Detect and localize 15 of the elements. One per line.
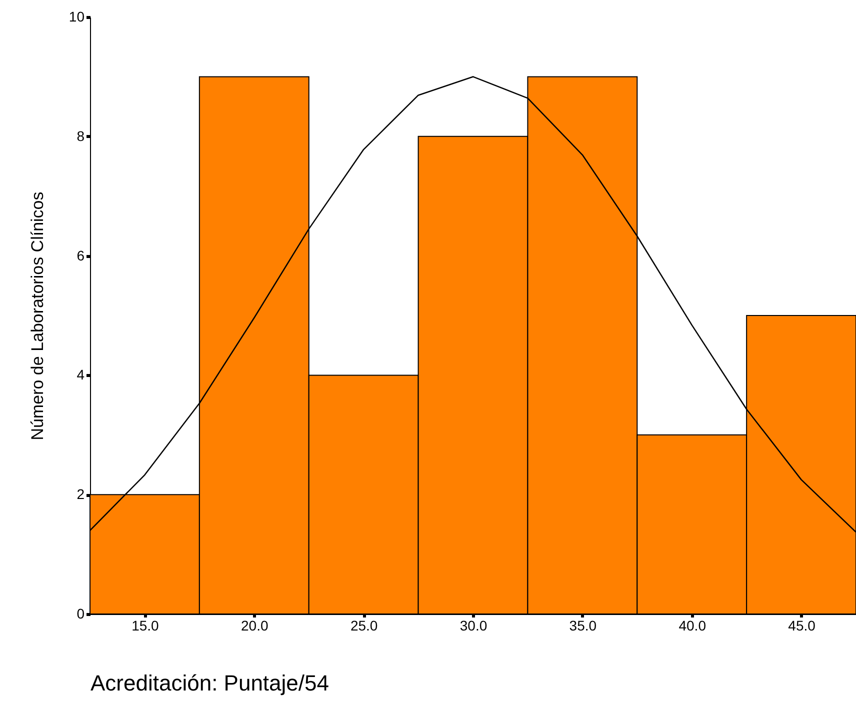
y-tick-label: 0 [76,606,85,622]
y-tick-label: 6 [76,247,85,264]
x-tick-label: 35.0 [569,618,597,634]
x-tick-label: 25.0 [350,618,378,634]
x-tick-label: 20.0 [241,618,268,634]
y-tick-label: 10 [68,8,85,24]
y-tick-label: 8 [76,128,85,144]
x-tick-label: 45.0 [788,618,816,634]
x-tick-label: 15.0 [132,618,160,634]
y-tick-label: 2 [76,486,85,502]
x-tick-label: 40.0 [678,618,706,634]
y-axis-title: Número de Laboratorios Clínicos [28,192,47,440]
x-tick-label: 30.0 [460,618,488,634]
y-tick-label: 4 [76,366,85,383]
x-axis-title: Acreditación: Puntaje/54 [90,670,329,696]
